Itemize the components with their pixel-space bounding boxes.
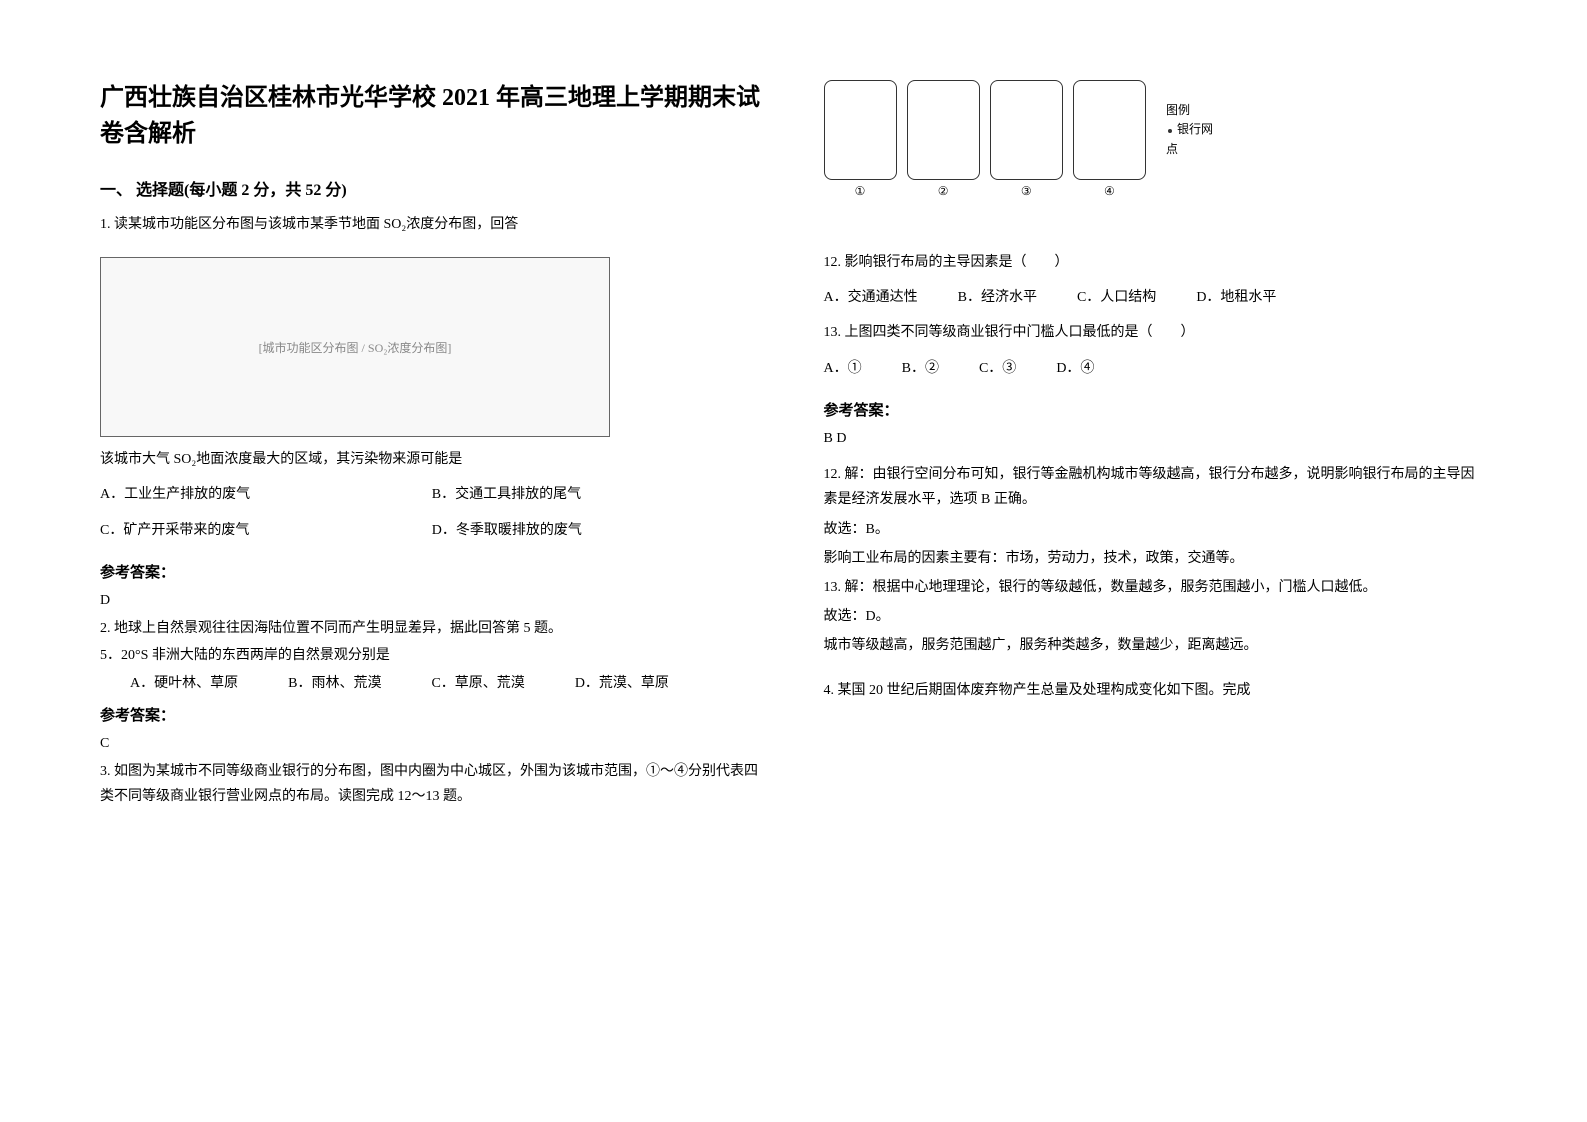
q12-options: A．交通通达性 B．经济水平 C．人口结构 D．地租水平 [824, 285, 1488, 310]
bank-label-1: ① [855, 184, 866, 199]
q2-sub: 5．20°S 非洲大陆的东西两岸的自然景观分别是 [100, 643, 764, 668]
bank-label-4: ④ [1104, 184, 1115, 199]
q2-answer: C [100, 733, 764, 755]
q1-opt-d: D．冬季取暖排放的废气 [432, 518, 764, 543]
section-heading: 一、 选择题(每小题 2 分，共 52 分) [100, 176, 764, 200]
page-title: 广西壮族自治区桂林市光华学校 2021 年高三地理上学期期末试卷含解析 [100, 80, 764, 152]
legend-title: 图例 [1166, 101, 1224, 120]
bank-label-2: ② [938, 184, 949, 199]
q12-opt-a: A．交通通达性 [824, 285, 918, 310]
q13-opt-a: A．① [824, 356, 862, 381]
q13-stem: 13. 上图四类不同等级商业银行中门槛人口最低的是（ ） [824, 320, 1488, 345]
q4-stem: 4. 某国 20 世纪后期固体废弃物产生总量及处理构成变化如下图。完成 [824, 678, 1488, 703]
q3-exp6: 城市等级越高，服务范围越广，服务种类越多，数量越少，距离越远。 [824, 633, 1488, 658]
spacer [824, 220, 1488, 250]
q2-opt-b: B．雨林、荒漠 [288, 671, 381, 696]
q1-options-row2: C．矿产开采带来的废气 D．冬季取暖排放的废气 [100, 518, 764, 543]
bank-panel-3: ③ [990, 80, 1063, 180]
legend-item: 银行网点 [1166, 122, 1213, 155]
q1-options-row1: A．工业生产排放的废气 B．交通工具排放的尾气 [100, 482, 764, 507]
q12-opt-b: B．经济水平 [958, 285, 1037, 310]
right-column: ① ② ③ ④ 图例 银行网点 12. 影响银行布局的主导因素是（ ） A．交 [824, 80, 1488, 1042]
dot-icon [1168, 129, 1172, 133]
q1-answer-label: 参考答案： [100, 561, 764, 582]
q12-opt-d: D．地租水平 [1196, 285, 1276, 310]
q13-opt-c: C．③ [979, 356, 1016, 381]
q3-answer-label: 参考答案： [824, 399, 1488, 420]
q3-stem: 3. 如图为某城市不同等级商业银行的分布图，图中内圈为中心城区，外围为该城市范围… [100, 759, 764, 809]
q3-exp1: 12. 解：由银行空间分布可知，银行等金融机构城市等级越高，银行分布越多，说明影… [824, 462, 1488, 512]
q13-opt-b: B．② [902, 356, 939, 381]
legend-box: 图例 银行网点 [1166, 101, 1224, 159]
q1-opt-b: B．交通工具排放的尾气 [432, 482, 764, 507]
q3-figure: ① ② ③ ④ 图例 银行网点 [824, 80, 1224, 220]
q3-answer: B D [824, 428, 1488, 450]
q3-figure-inner: ① ② ③ ④ 图例 银行网点 [824, 80, 1224, 180]
q12-opt-c: C．人口结构 [1077, 285, 1156, 310]
q13-options: A．① B．② C．③ D．④ [824, 356, 1488, 381]
q1-figure-alt: [城市功能区分布图 / SO₂浓度分布图] [259, 339, 452, 356]
q2-opt-c: C．草原、荒漠 [431, 671, 524, 696]
legend-item-row: 银行网点 [1166, 120, 1224, 158]
q2-opt-d: D．荒漠、草原 [575, 671, 669, 696]
q2-answer-label: 参考答案： [100, 704, 764, 725]
q12-stem: 12. 影响银行布局的主导因素是（ ） [824, 250, 1488, 275]
bank-panel-2: ② [907, 80, 980, 180]
bank-label-3: ③ [1021, 184, 1032, 199]
q1-opt-c: C．矿产开采带来的废气 [100, 518, 432, 543]
q2-opt-a: A．硬叶林、草原 [130, 671, 238, 696]
q1-answer: D [100, 590, 764, 612]
q2-options: A．硬叶林、草原 B．雨林、荒漠 C．草原、荒漠 D．荒漠、草原 [130, 671, 764, 696]
bank-panel-4: ④ [1073, 80, 1146, 180]
q3-exp3: 影响工业布局的因素主要有：市场，劳动力，技术，政策，交通等。 [824, 546, 1488, 571]
bank-panel-1: ① [824, 80, 897, 180]
q3-exp4: 13. 解：根据中心地理理论，银行的等级越低，数量越多，服务范围越小，门槛人口越… [824, 575, 1488, 600]
q3-exp5: 故选：D。 [824, 604, 1488, 629]
left-column: 广西壮族自治区桂林市光华学校 2021 年高三地理上学期期末试卷含解析 一、 选… [100, 80, 764, 1042]
q2-stem: 2. 地球上自然景观往往因海陆位置不同而产生明显差异，据此回答第 5 题。 [100, 616, 764, 641]
q13-opt-d: D．④ [1056, 356, 1094, 381]
q1-opt-a: A．工业生产排放的废气 [100, 482, 432, 507]
q3-exp2: 故选：B。 [824, 517, 1488, 542]
q1-sub-question: 该城市大气 SO₂地面浓度最大的区域，其污染物来源可能是 [100, 447, 764, 472]
q1-figure: [城市功能区分布图 / SO₂浓度分布图] [100, 257, 610, 437]
q1-stem: 1. 读某城市功能区分布图与该城市某季节地面 SO₂浓度分布图，回答 [100, 212, 764, 237]
